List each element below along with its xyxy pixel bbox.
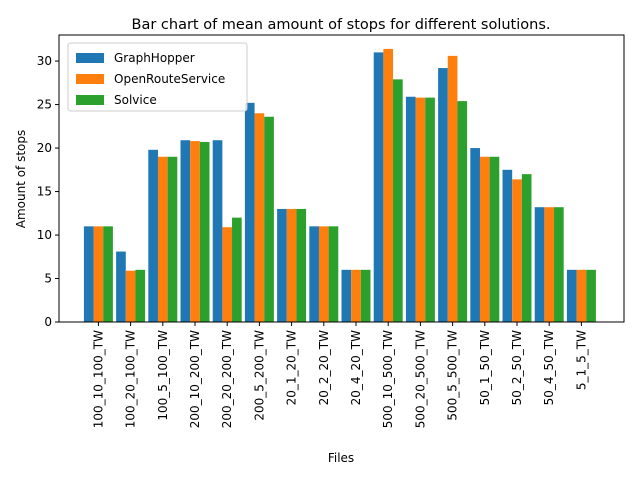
bar-openrouteservice-50_2_50_TW xyxy=(512,179,522,322)
bar-openrouteservice-100_10_100_TW xyxy=(93,226,104,322)
series-openrouteservice xyxy=(93,48,587,323)
legend: GraphHopper OpenRouteService Solvice xyxy=(67,42,248,112)
bar-openrouteservice-50_1_50_TW xyxy=(479,156,490,322)
x-tick-label: 5_1_5_TW xyxy=(574,330,588,390)
bar-graphhopper-50_4_50_TW xyxy=(534,207,545,322)
bar-openrouteservice-100_20_100_TW xyxy=(125,270,136,322)
x-tick-label: 500_10_500_TW xyxy=(381,330,395,428)
x-tick-label: 50_2_50_TW xyxy=(510,330,524,406)
bar-openrouteservice-50_4_50_TW xyxy=(544,207,555,322)
x-tick-label: 500_20_500_TW xyxy=(413,330,427,428)
y-axis-title: Amount of stops xyxy=(14,130,28,229)
legend-label-openrouteservice: OpenRouteService xyxy=(114,72,225,86)
bar-graphhopper-100_20_100_TW xyxy=(116,251,126,322)
x-tick-label: 200_20_200_TW xyxy=(220,330,234,428)
y-tick-label: 0 xyxy=(44,315,52,329)
series-solvice xyxy=(103,79,596,323)
x-tick-label: 200_10_200_TW xyxy=(188,330,202,428)
bar-solvice-100_10_100_TW xyxy=(103,226,113,322)
x-tick-label: 50_1_50_TW xyxy=(478,330,492,406)
x-tick-label: 50_4_50_TW xyxy=(542,330,556,406)
y-tick-label: 20 xyxy=(37,141,52,155)
bar-graphhopper-100_10_100_TW xyxy=(83,226,94,322)
bar-graphhopper-200_10_200_TW xyxy=(180,140,191,322)
x-tick-label: 500_5_500_TW xyxy=(446,330,460,421)
y-tick-label: 30 xyxy=(37,54,52,68)
bar-graphhopper-500_5_500_TW xyxy=(438,68,448,322)
x-tick-label: 200_5_200_TW xyxy=(252,330,266,421)
x-axis: 100_10_100_TW 100_20_100_TW 100_5_100_TW 20… xyxy=(91,322,588,428)
bar-solvice-200_5_200_TW xyxy=(264,116,274,322)
x-tick-label: 20_4_20_TW xyxy=(349,330,363,406)
bar-graphhopper-50_1_50_TW xyxy=(470,148,480,322)
legend-label-graphhopper: GraphHopper xyxy=(114,51,195,65)
bar-graphhopper-200_5_200_TW xyxy=(244,102,255,322)
bar-solvice-50_1_50_TW xyxy=(489,156,500,322)
bars xyxy=(83,48,596,323)
y-axis: 0 5 10 15 20 25 30 xyxy=(37,54,59,329)
bar-solvice-100_20_100_TW xyxy=(135,269,146,322)
bar-openrouteservice-20_4_20_TW xyxy=(351,269,361,322)
y-tick-label: 25 xyxy=(37,98,52,112)
bar-solvice-200_10_200_TW xyxy=(199,141,210,322)
bar-solvice-20_1_20_TW xyxy=(296,208,307,322)
bar-solvice-5_1_5_TW xyxy=(586,269,596,322)
bar-openrouteservice-20_1_20_TW xyxy=(286,208,297,322)
legend-swatch-graphhopper xyxy=(76,53,104,63)
bar-openrouteservice-500_10_500_TW xyxy=(383,48,394,323)
legend-swatch-solvice xyxy=(76,95,104,105)
bar-graphhopper-100_5_100_TW xyxy=(148,149,158,322)
bar-graphhopper-200_20_200_TW xyxy=(212,140,223,322)
x-tick-label: 20_2_20_TW xyxy=(317,330,331,406)
bar-openrouteservice-500_5_500_TW xyxy=(447,55,458,323)
y-tick-label: 10 xyxy=(37,228,52,242)
bar-graphhopper-20_1_20_TW xyxy=(277,208,287,322)
bar-solvice-500_5_500_TW xyxy=(457,101,468,322)
legend-swatch-openrouteservice xyxy=(76,74,104,84)
bar-solvice-200_20_200_TW xyxy=(232,217,242,322)
y-tick-label: 15 xyxy=(37,185,52,199)
x-tick-label: 100_20_100_TW xyxy=(124,330,138,428)
bar-solvice-500_10_500_TW xyxy=(393,79,403,322)
bar-graphhopper-20_4_20_TW xyxy=(341,269,352,322)
bar-graphhopper-500_10_500_TW xyxy=(373,52,384,322)
bar-openrouteservice-200_10_200_TW xyxy=(190,141,200,322)
series-graphhopper xyxy=(83,52,577,322)
bar-solvice-100_5_100_TW xyxy=(167,156,178,322)
bar-graphhopper-500_20_500_TW xyxy=(405,96,416,322)
x-tick-label: 20_1_20_TW xyxy=(285,330,299,406)
x-tick-label: 100_10_100_TW xyxy=(91,330,105,428)
bar-openrouteservice-100_5_100_TW xyxy=(157,156,168,322)
bar-graphhopper-5_1_5_TW xyxy=(566,269,577,322)
legend-label-solvice: Solvice xyxy=(114,93,157,107)
legend-box xyxy=(67,42,248,112)
x-tick-label: 100_5_100_TW xyxy=(156,330,170,421)
bar-solvice-20_4_20_TW xyxy=(360,269,371,322)
bar-openrouteservice-500_20_500_TW xyxy=(415,97,426,323)
bar-solvice-50_2_50_TW xyxy=(521,174,532,322)
y-tick-label: 5 xyxy=(44,272,52,286)
bar-openrouteservice-5_1_5_TW xyxy=(576,269,587,322)
bar-solvice-20_2_20_TW xyxy=(328,226,339,322)
bar-solvice-500_20_500_TW xyxy=(425,97,435,323)
bar-openrouteservice-20_2_20_TW xyxy=(318,226,329,322)
bar-graphhopper-20_2_20_TW xyxy=(309,226,319,322)
plot-frame xyxy=(58,34,625,323)
bar-openrouteservice-200_5_200_TW xyxy=(254,113,265,323)
bar-solvice-50_4_50_TW xyxy=(554,207,564,322)
x-axis-title: Files xyxy=(328,451,354,465)
bar-openrouteservice-200_20_200_TW xyxy=(222,227,233,322)
chart-title: Bar chart of mean amount of stops for di… xyxy=(132,17,551,33)
bar-graphhopper-50_2_50_TW xyxy=(502,169,513,322)
